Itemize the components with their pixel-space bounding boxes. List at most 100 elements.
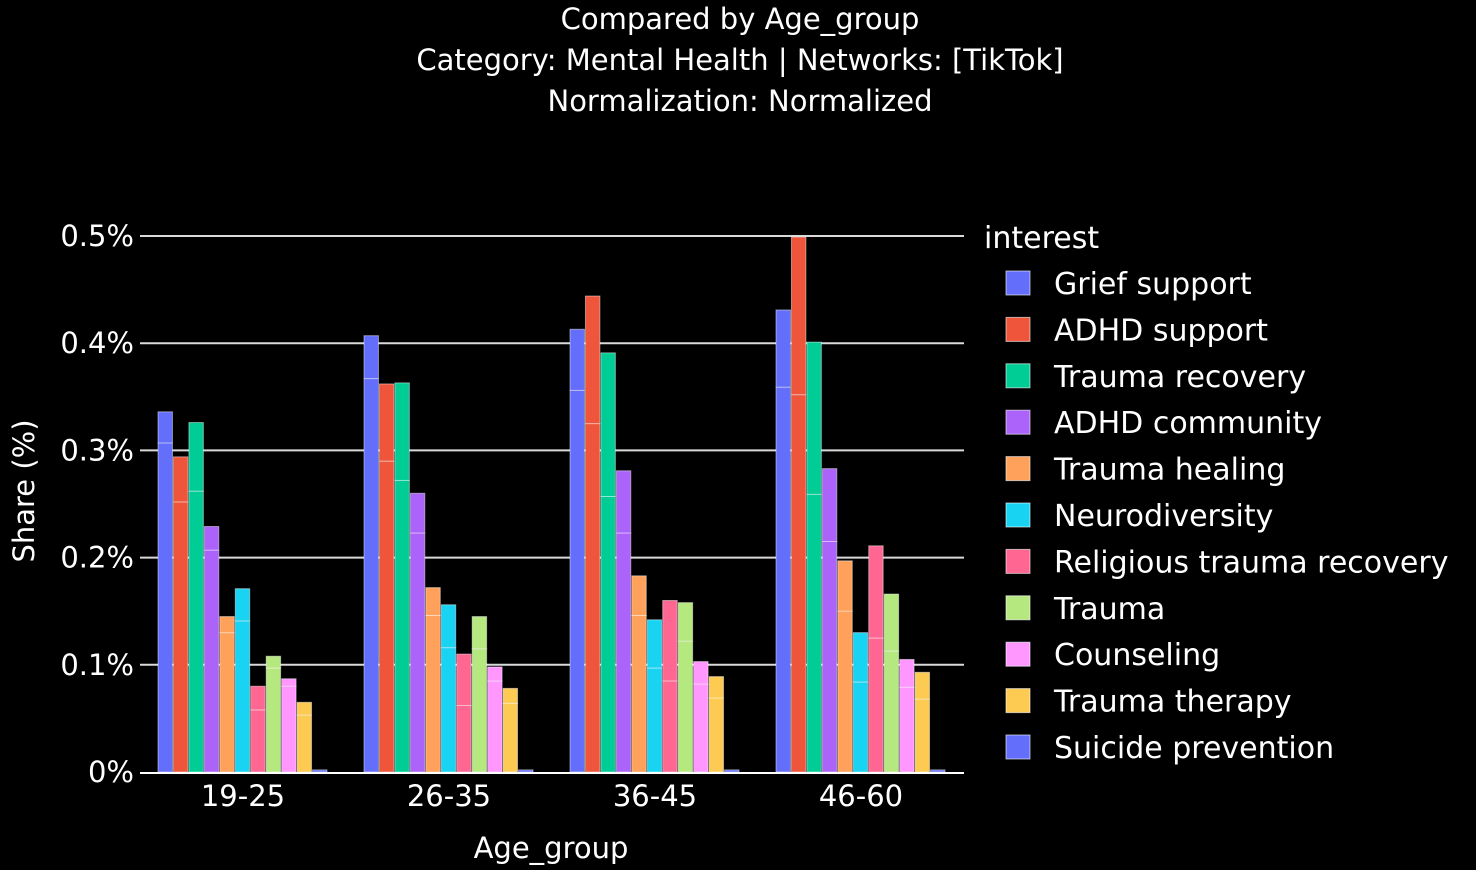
- bar-suicide-prevention-36-45: [724, 769, 740, 773]
- bar-religious-trauma-recovery-36-45: [662, 680, 678, 773]
- bar-group-26-35: [363, 335, 534, 773]
- bar-grief-support-19-25: [157, 411, 173, 444]
- bar-trauma-recovery-26-35: [394, 382, 410, 481]
- bar-counseling-19-25: [281, 685, 297, 773]
- y-axis-title: Share (%): [7, 419, 41, 562]
- legend-swatch: [1005, 548, 1031, 574]
- bar-religious-trauma-recovery-19-25: [250, 685, 266, 711]
- bar-adhd-support-19-25: [172, 456, 189, 503]
- y-tick-label: 0.5%: [60, 219, 134, 253]
- bar-trauma-healing-19-25: [219, 632, 235, 773]
- bar-neurodiversity-46-60: [852, 632, 869, 683]
- bar-counseling-36-45: [693, 683, 709, 773]
- bar-trauma-healing-19-25: [219, 616, 235, 634]
- legend-label: Trauma recovery: [1053, 360, 1306, 395]
- bar-trauma-19-25: [265, 655, 282, 669]
- bar-grief-support-36-45: [569, 389, 585, 773]
- legend-item[interactable]: ADHD community: [1005, 406, 1322, 441]
- x-tick-label: 19-25: [201, 779, 285, 813]
- bar-trauma-recovery-46-60: [806, 341, 822, 495]
- y-tick-label: 0.3%: [60, 433, 134, 467]
- bar-suicide-prevention-19-25: [312, 769, 328, 773]
- chart-title: Compared by Age_group Category: Mental H…: [416, 2, 1063, 118]
- bar-trauma-46-60: [883, 650, 900, 773]
- chart-title-line-2: Category: Mental Health | Networks: [Tik…: [416, 43, 1063, 77]
- bar-adhd-community-19-25: [203, 526, 220, 551]
- bar-grief-support-26-35: [363, 335, 379, 380]
- legend-item[interactable]: Counseling: [1005, 638, 1220, 673]
- bar-neurodiversity-36-45: [646, 619, 663, 669]
- bar-grief-support-26-35: [363, 378, 379, 773]
- bar-trauma-recovery-36-45: [600, 352, 616, 497]
- bar-adhd-community-19-25: [203, 549, 220, 773]
- bar-counseling-36-45: [693, 661, 709, 685]
- bar-trauma-36-45: [677, 602, 694, 642]
- bar-counseling-46-60: [899, 658, 915, 688]
- legend-swatch: [1005, 502, 1031, 528]
- legend-item[interactable]: Trauma therapy: [1005, 685, 1292, 720]
- legend-item[interactable]: Trauma healing: [1005, 453, 1285, 488]
- bar-grief-support-19-25: [157, 442, 173, 773]
- legend-item[interactable]: Trauma recovery: [1005, 360, 1306, 395]
- y-tick-label: 0.1%: [60, 648, 134, 682]
- bar-trauma-therapy-19-25: [296, 701, 313, 716]
- bar-counseling-19-25: [281, 678, 297, 687]
- x-tick-label: 26-35: [407, 779, 491, 813]
- legend-label: Trauma healing: [1053, 453, 1285, 488]
- legend-swatch: [1005, 688, 1031, 714]
- bar-trauma-46-60: [883, 593, 900, 652]
- legend-swatch: [1005, 409, 1031, 435]
- bar-trauma-recovery-26-35: [394, 479, 410, 773]
- y-tick-label: 0.4%: [60, 326, 134, 360]
- legend-item[interactable]: Grief support: [1005, 267, 1252, 302]
- bar-group-19-25: [157, 411, 328, 773]
- bar-adhd-support-36-45: [584, 295, 601, 425]
- bar-trauma-healing-36-45: [631, 575, 647, 616]
- bar-grief-support-46-60: [775, 386, 791, 773]
- bar-suicide-prevention-26-35: [518, 769, 534, 773]
- bar-counseling-26-35: [487, 680, 503, 773]
- bar-trauma-healing-36-45: [631, 614, 647, 773]
- bar-religious-trauma-recovery-36-45: [662, 599, 678, 682]
- legend-label: Trauma therapy: [1053, 685, 1292, 720]
- bar-religious-trauma-recovery-46-60: [868, 545, 884, 639]
- bar-trauma-recovery-36-45: [600, 495, 616, 773]
- legend-label: ADHD community: [1054, 406, 1322, 441]
- legend-item[interactable]: ADHD support: [1005, 313, 1268, 348]
- bar-trauma-recovery-19-25: [188, 422, 204, 492]
- bar-grief-support-46-60: [775, 309, 791, 388]
- bar-trauma-therapy-19-25: [296, 714, 313, 773]
- x-tick-labels: 19-25 26-35 36-45 46-60: [201, 779, 903, 813]
- bar-neurodiversity-26-35: [440, 647, 457, 773]
- bar-trauma-healing-26-35: [425, 587, 441, 616]
- legend-item[interactable]: Religious trauma recovery: [1005, 545, 1448, 580]
- bar-adhd-community-26-35: [409, 532, 426, 773]
- bar-group-46-60: [775, 236, 946, 773]
- bars: [157, 236, 946, 773]
- bar-trauma-healing-46-60: [837, 560, 853, 612]
- legend-title: interest: [984, 221, 1099, 256]
- y-tick-label: 0%: [88, 755, 134, 789]
- bar-trauma-healing-46-60: [837, 610, 853, 773]
- legend-label: Trauma: [1053, 592, 1165, 627]
- y-tick-label: 0.2%: [60, 541, 134, 575]
- legend-label: Grief support: [1054, 267, 1252, 302]
- bar-trauma-26-35: [471, 648, 488, 773]
- bar-religious-trauma-recovery-46-60: [868, 637, 884, 773]
- bar-neurodiversity-46-60: [852, 681, 869, 773]
- bar-adhd-support-46-60: [790, 394, 807, 773]
- bar-trauma-36-45: [677, 640, 694, 773]
- bar-adhd-community-26-35: [409, 492, 426, 534]
- bar-neurodiversity-19-25: [234, 588, 251, 622]
- legend-item[interactable]: Trauma: [1005, 592, 1165, 627]
- legend-swatch: [1005, 734, 1031, 760]
- legend: interest Grief support ADHD support Trauma…: [984, 221, 1448, 766]
- bar-adhd-support-36-45: [584, 423, 601, 773]
- legend-item[interactable]: Suicide prevention: [1005, 731, 1334, 766]
- bar-adhd-community-46-60: [821, 541, 838, 773]
- bar-counseling-26-35: [487, 666, 503, 682]
- bar-trauma-recovery-19-25: [188, 490, 204, 773]
- bar-religious-trauma-recovery-26-35: [456, 705, 472, 773]
- legend-item[interactable]: Neurodiversity: [1005, 499, 1273, 534]
